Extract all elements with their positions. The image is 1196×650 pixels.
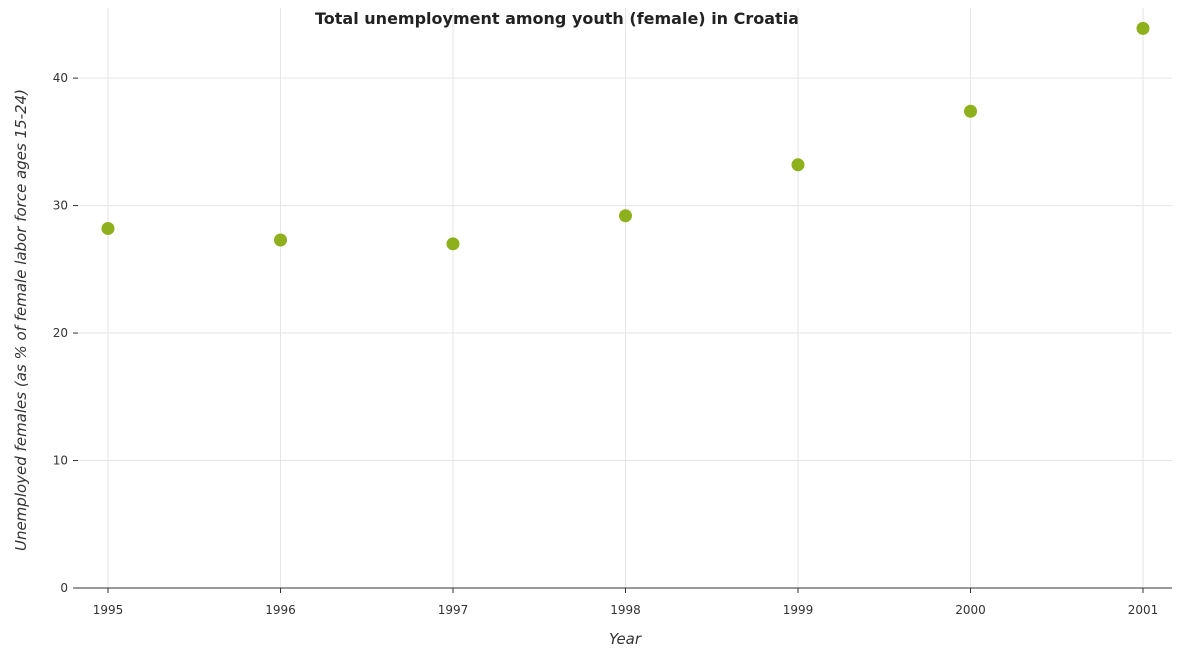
grid <box>78 8 1172 589</box>
data-point <box>791 158 805 172</box>
x-axis-label: Year <box>609 630 642 648</box>
data-points <box>101 21 1150 251</box>
chart-title: Total unemployment among youth (female) … <box>315 9 799 28</box>
x-tick-label: 2000 <box>955 603 986 617</box>
data-point <box>964 104 977 118</box>
y-tick-label: 20 <box>53 326 68 340</box>
data-point <box>1136 21 1150 35</box>
y-tick-label: 10 <box>53 454 68 468</box>
data-point <box>274 233 287 247</box>
data-point <box>619 209 632 223</box>
y-tick-label: 0 <box>60 581 68 595</box>
y-tick-label: 40 <box>53 71 68 85</box>
x-tick-label: 2001 <box>1128 603 1159 617</box>
data-point <box>101 222 115 236</box>
x-tick-label: 1997 <box>438 603 469 617</box>
data-point <box>446 237 460 251</box>
x-ticks: 1995 1996 1997 1998 1999 2000 2001 <box>93 588 1159 617</box>
x-tick-label: 1998 <box>610 603 641 617</box>
x-tick-label: 1995 <box>93 603 124 617</box>
x-tick-label: 1996 <box>265 603 296 617</box>
y-ticks: 0 10 20 30 40 <box>53 71 78 595</box>
x-tick-label: 1999 <box>783 603 814 617</box>
y-tick-label: 30 <box>53 199 68 213</box>
y-axis-label: Unemployed females (as % of female labor… <box>12 89 30 551</box>
